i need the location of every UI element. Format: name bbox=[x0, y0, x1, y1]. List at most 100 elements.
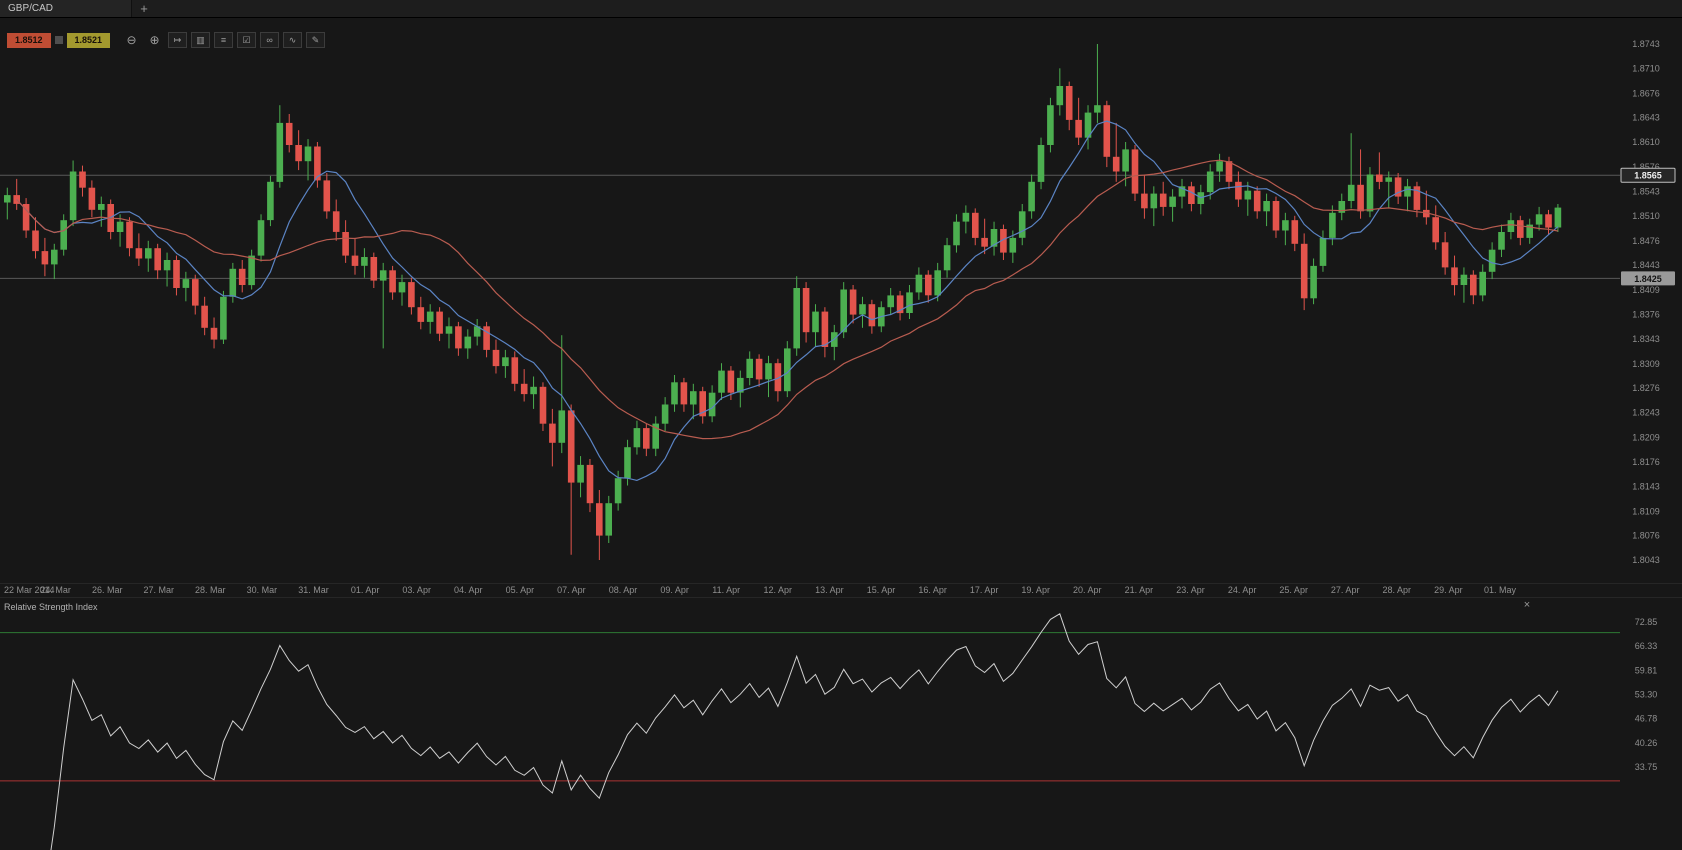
time-axis-label: 22 Mar 2014 bbox=[4, 585, 55, 595]
ma-slow-line bbox=[16, 159, 1559, 440]
link-charts-button[interactable]: ∞ bbox=[260, 32, 280, 48]
time-axis-label: 15. Apr bbox=[867, 585, 896, 595]
rsi-close-button[interactable]: × bbox=[1520, 598, 1534, 612]
candle-body bbox=[643, 428, 650, 449]
chart-type-button[interactable]: ▥ bbox=[191, 32, 211, 48]
candle-body bbox=[802, 288, 810, 333]
candle-body bbox=[737, 377, 744, 393]
candle-body bbox=[98, 204, 105, 210]
timeframes-button[interactable]: ≡ bbox=[214, 32, 234, 48]
candle-body bbox=[323, 180, 331, 212]
chart-toolbar: ⊖ ⊕ ↦ ▥ ≡ ☑ ∞ ∿ ✎ bbox=[122, 32, 326, 48]
candle-body bbox=[1028, 181, 1035, 212]
candle-body bbox=[1385, 177, 1392, 182]
candle-body bbox=[906, 292, 913, 313]
price-axis-label: 1.8743 bbox=[1632, 39, 1660, 49]
time-axis-label: 27. Mar bbox=[144, 585, 175, 595]
candle-body bbox=[1103, 105, 1111, 157]
time-axis-label: 16. Apr bbox=[918, 585, 947, 595]
candle-body bbox=[774, 363, 782, 392]
candle-body bbox=[652, 423, 659, 449]
price-axis-label: 1.8443 bbox=[1632, 260, 1660, 270]
time-axis-label: 13. Apr bbox=[815, 585, 844, 595]
rsi-panel-title: Relative Strength Index bbox=[4, 602, 98, 612]
price-axis-label: 1.8076 bbox=[1632, 531, 1660, 541]
scroll-to-end-button[interactable]: ↦ bbox=[168, 32, 188, 48]
candle-body bbox=[1535, 214, 1543, 225]
time-axis-label: 04. Apr bbox=[454, 585, 483, 595]
candle-body bbox=[22, 204, 30, 231]
candle-body bbox=[1122, 149, 1129, 172]
price-axis-label: 1.8543 bbox=[1632, 186, 1660, 196]
price-axis-label: 1.8476 bbox=[1632, 236, 1660, 246]
candle-body bbox=[784, 348, 791, 392]
zoom-in-button[interactable]: ⊕ bbox=[145, 32, 164, 48]
price-axis-label: 1.8309 bbox=[1632, 359, 1660, 369]
buy-price-button[interactable]: 1.8521 bbox=[66, 32, 111, 48]
zoom-in-icon: ⊕ bbox=[149, 33, 160, 47]
candle-body bbox=[1404, 186, 1411, 197]
candle-body bbox=[943, 245, 951, 271]
time-axis[interactable] bbox=[0, 584, 1620, 597]
candle-body bbox=[821, 311, 829, 347]
candle-body bbox=[173, 260, 180, 288]
time-axis-label: 17. Apr bbox=[970, 585, 999, 595]
price-axis-label: 1.8343 bbox=[1632, 334, 1660, 344]
candle-body bbox=[116, 221, 124, 232]
candle-body bbox=[342, 232, 349, 256]
candle-body bbox=[718, 370, 725, 393]
candle-body bbox=[708, 392, 716, 417]
time-axis-label: 24. Mar bbox=[40, 585, 71, 595]
candle-body bbox=[483, 326, 490, 350]
candle-body bbox=[539, 386, 547, 424]
candle-body bbox=[1376, 174, 1383, 182]
price-axis-label: 1.8109 bbox=[1632, 506, 1660, 516]
candle-body bbox=[1131, 149, 1139, 194]
candle-body bbox=[558, 410, 566, 443]
candle-body bbox=[502, 357, 509, 367]
candle-body bbox=[220, 296, 227, 340]
tab-bar: GBP/CAD + bbox=[0, 0, 1682, 18]
candle-body bbox=[934, 270, 941, 296]
candlestick-series bbox=[4, 44, 1562, 560]
rsi-line bbox=[50, 613, 1559, 850]
candle-body bbox=[145, 248, 152, 259]
candle-body bbox=[229, 268, 237, 297]
candle-body bbox=[1329, 212, 1336, 238]
candle-body bbox=[1460, 274, 1468, 285]
chart-type-icon: ▥ bbox=[196, 34, 205, 45]
candle-body bbox=[304, 146, 312, 162]
time-axis-label: 26. Mar bbox=[92, 585, 123, 595]
price-axis[interactable] bbox=[1620, 18, 1682, 583]
drawing-tools-button[interactable]: ✎ bbox=[306, 32, 326, 48]
price-axis-label: 1.8676 bbox=[1632, 88, 1660, 98]
new-tab-button[interactable]: + bbox=[132, 0, 156, 17]
candle-body bbox=[812, 311, 819, 333]
chart-canvas[interactable]: 1.87431.87101.86761.86431.86101.85761.85… bbox=[0, 18, 1682, 850]
candle-body bbox=[549, 423, 556, 443]
price-axis-label: 1.8143 bbox=[1632, 481, 1660, 491]
zoom-out-button[interactable]: ⊖ bbox=[122, 32, 141, 48]
time-axis-label: 24. Apr bbox=[1228, 585, 1257, 595]
sell-price-button[interactable]: 1.8512 bbox=[7, 32, 51, 48]
price-line-badge[interactable] bbox=[1620, 167, 1676, 183]
candle-body bbox=[1075, 119, 1082, 138]
indicators-button[interactable]: ∿ bbox=[283, 32, 303, 48]
candle-body bbox=[1394, 177, 1402, 197]
symbol-tab[interactable]: GBP/CAD bbox=[0, 0, 132, 17]
templates-button[interactable]: ☑ bbox=[237, 32, 257, 48]
price-axis-label: 1.8176 bbox=[1632, 457, 1660, 467]
candle-body bbox=[1300, 243, 1308, 299]
candle-body bbox=[925, 274, 932, 296]
candle-body bbox=[351, 255, 359, 266]
price-line-badge[interactable] bbox=[1621, 271, 1675, 286]
candle-body bbox=[859, 304, 866, 315]
time-axis-label: 03. Apr bbox=[402, 585, 431, 595]
candle-body bbox=[530, 386, 537, 395]
candle-body bbox=[596, 503, 603, 536]
candle-body bbox=[981, 237, 988, 247]
price-axis-label: 1.8576 bbox=[1632, 162, 1660, 172]
rsi-axis[interactable] bbox=[1620, 598, 1682, 850]
candle-body bbox=[1235, 181, 1242, 200]
candle-body bbox=[389, 270, 396, 293]
